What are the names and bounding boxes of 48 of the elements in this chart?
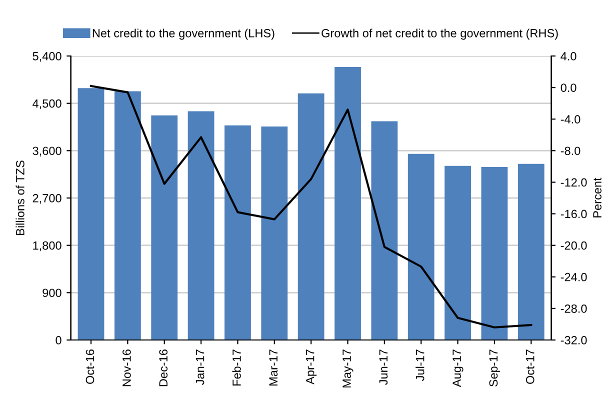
bar [444,166,471,340]
y-tick-label: 2,700 [32,194,62,204]
y2-tick-label: -12.0 [560,178,587,187]
x-tick-label: Oct-16 [86,350,94,384]
y2-tick-label: 4.0 [560,52,576,60]
bar [298,93,324,340]
bar [151,115,178,340]
bar [224,125,251,340]
bar [371,121,398,340]
x-tick-label: Nov-16 [122,350,131,386]
line-series [90,84,532,328]
x-tick-label: Jun-17 [379,350,388,385]
bar [481,166,508,340]
y-tick-label: 1,800 [33,241,62,252]
y-tick-label: 4,500 [32,99,62,110]
y2-tick-label: -32.0 [560,336,587,344]
x-tick-label: Jan-17 [196,350,204,385]
x-tick-label: Sep-17 [489,350,500,387]
bar [78,88,104,340]
x-tick-label: Jul-17 [416,350,424,381]
y-tick-label: 0 [56,336,62,344]
bar [188,111,214,340]
bar [114,91,141,340]
x-tick-label: Oct-17 [526,350,534,384]
y2-tick-label: -28.0 [560,304,587,313]
y2-axis-title: Percent [593,178,602,218]
y2-tick-label: -24.0 [560,272,587,282]
y-tick-label: 3,600 [32,146,62,156]
y-tick-label: 5,400 [32,52,62,62]
bar [408,154,434,340]
y2-tick-label: -16.0 [560,210,587,218]
y2-tick-label: -20.0 [560,241,587,250]
x-tick-label: Feb-17 [232,350,241,386]
x-tick-label: May-17 [342,350,354,388]
y2-tick-label: -8.0 [560,146,580,156]
bar [518,164,544,340]
x-tick-label: Dec-16 [159,350,168,386]
y2-tick-label: 0.0 [560,84,576,92]
y2-tick-label: -4.0 [560,115,580,124]
x-tick-label: Apr-17 [306,350,317,384]
bar [334,67,361,340]
y-axis-title: Billions of TZS [16,160,24,235]
bar [261,126,288,340]
x-tick-label: Aug-17 [452,350,464,388]
y-tick-label: 900 [42,288,62,298]
legend-label: Net credit to the government (LHS) [92,28,274,40]
legend-label: Growth of net credit to the government (RHS) [322,28,558,40]
x-tick-label: Mar-17 [269,350,278,386]
